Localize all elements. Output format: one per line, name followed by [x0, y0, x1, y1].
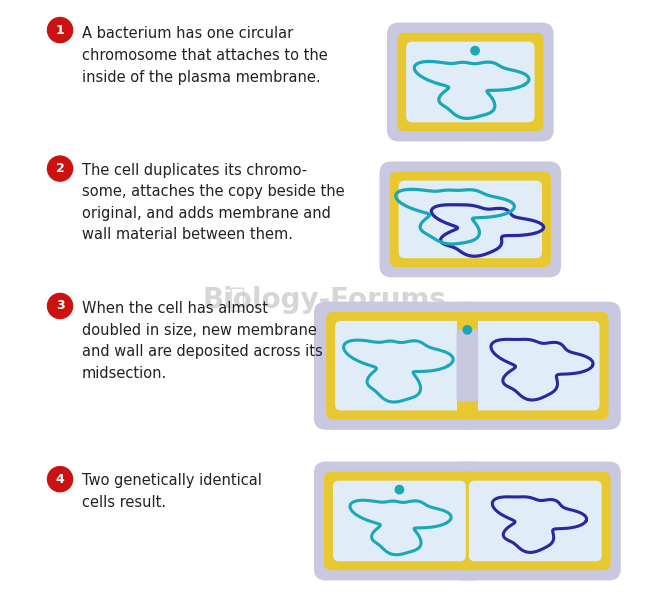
FancyBboxPatch shape	[450, 302, 619, 430]
FancyBboxPatch shape	[387, 23, 553, 142]
FancyBboxPatch shape	[461, 312, 608, 419]
Text: The cell duplicates its chromo-
some, attaches the copy beside the
original, and: The cell duplicates its chromo- some, at…	[82, 163, 345, 242]
FancyBboxPatch shape	[380, 161, 561, 277]
FancyBboxPatch shape	[314, 302, 621, 430]
FancyBboxPatch shape	[450, 461, 621, 580]
FancyBboxPatch shape	[406, 42, 535, 122]
FancyBboxPatch shape	[457, 330, 478, 401]
Circle shape	[395, 485, 404, 494]
Text: Two genetically identical
cells result.: Two genetically identical cells result.	[82, 473, 262, 510]
Text: 3: 3	[56, 299, 64, 313]
FancyBboxPatch shape	[326, 312, 474, 419]
Text: .COM: .COM	[348, 313, 378, 323]
Text: ⧖: ⧖	[229, 285, 246, 313]
Circle shape	[47, 156, 73, 181]
Circle shape	[47, 17, 73, 43]
FancyBboxPatch shape	[314, 461, 485, 580]
Text: Biology-Forums: Biology-Forums	[202, 286, 446, 314]
FancyBboxPatch shape	[399, 181, 542, 258]
FancyBboxPatch shape	[397, 33, 544, 131]
FancyBboxPatch shape	[470, 321, 599, 410]
Circle shape	[47, 293, 73, 319]
FancyBboxPatch shape	[316, 302, 484, 430]
Circle shape	[463, 326, 472, 334]
Circle shape	[471, 46, 480, 55]
Text: 2: 2	[56, 162, 64, 175]
Text: A bacterium has one circular
chromosome that attaches to the
inside of the plasm: A bacterium has one circular chromosome …	[82, 26, 328, 85]
FancyBboxPatch shape	[389, 172, 551, 267]
FancyBboxPatch shape	[324, 472, 475, 570]
Text: 4: 4	[56, 473, 64, 485]
FancyBboxPatch shape	[457, 319, 478, 412]
Text: When the cell has almost
doubled in size, new membrane
and wall are deposited ac: When the cell has almost doubled in size…	[82, 301, 323, 381]
Circle shape	[47, 467, 73, 492]
FancyBboxPatch shape	[469, 481, 602, 561]
FancyBboxPatch shape	[460, 472, 610, 570]
FancyBboxPatch shape	[335, 321, 465, 410]
FancyBboxPatch shape	[333, 481, 466, 561]
Text: 1: 1	[56, 23, 64, 37]
